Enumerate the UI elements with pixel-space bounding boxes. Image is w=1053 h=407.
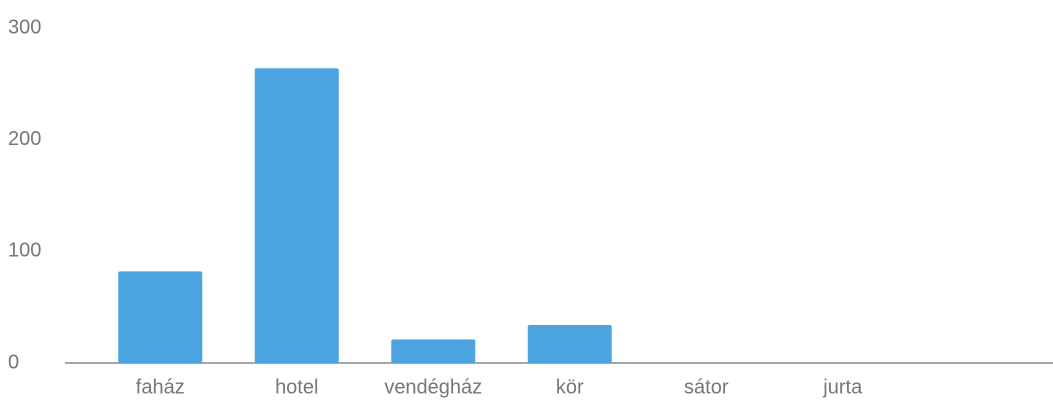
- x-tick-label: kör: [556, 376, 584, 398]
- y-tick-label: 0: [8, 351, 19, 373]
- x-tick-label: faház: [136, 376, 185, 398]
- bar: [527, 325, 612, 363]
- bar: [118, 271, 203, 363]
- y-tick-label: 100: [8, 240, 41, 262]
- x-tick-label: hotel: [275, 376, 318, 398]
- x-tick-label: jurta: [822, 376, 863, 398]
- x-tick-label: sátor: [684, 376, 729, 398]
- bar: [391, 339, 476, 363]
- y-tick-label: 300: [8, 16, 41, 38]
- y-tick-label: 200: [8, 128, 41, 150]
- x-tick-label: vendégház: [384, 376, 482, 398]
- bar: [254, 68, 339, 363]
